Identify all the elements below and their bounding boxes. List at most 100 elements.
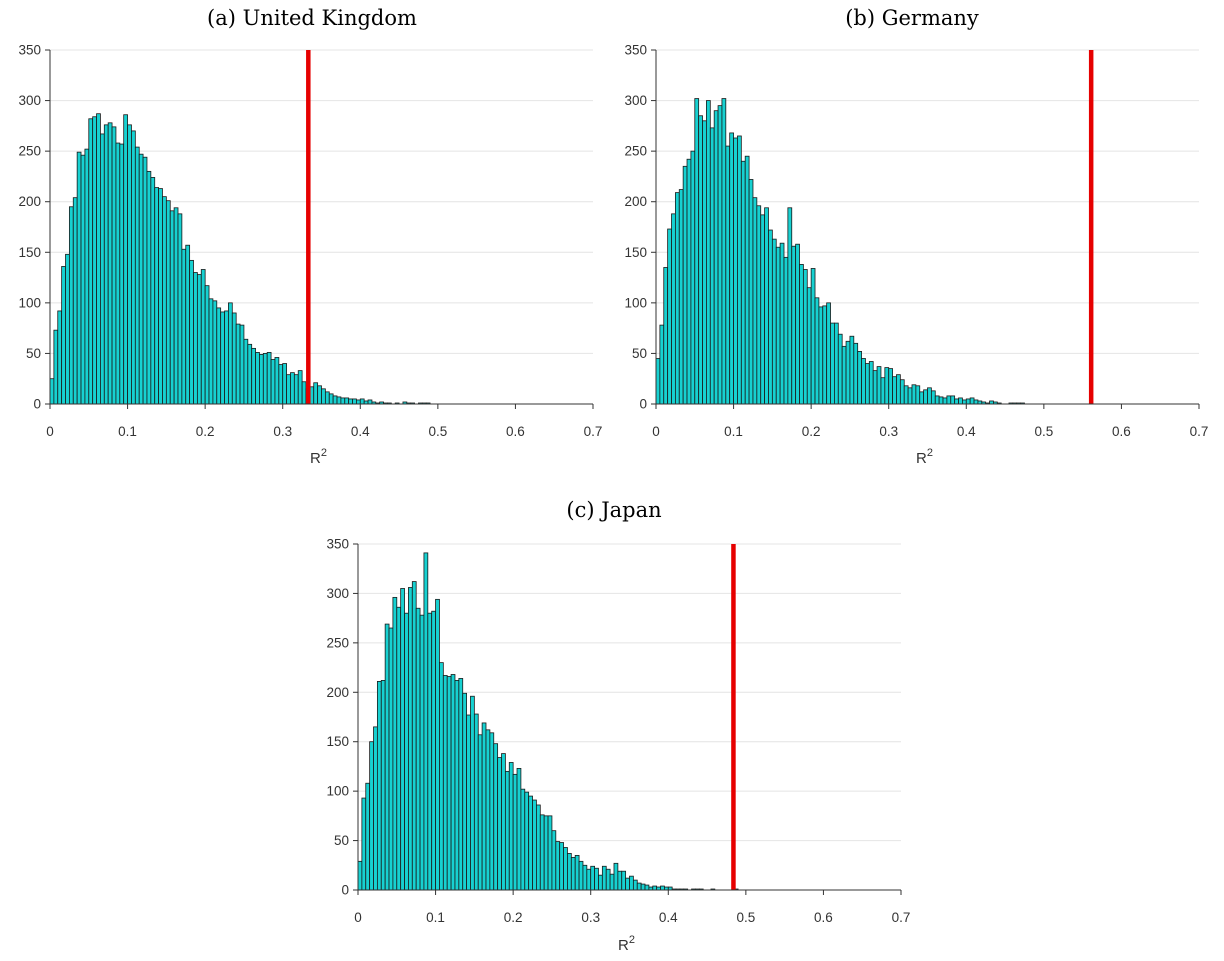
histogram-bar — [625, 877, 630, 891]
histogram-bar — [713, 110, 719, 405]
histogram-bar — [293, 374, 299, 405]
histogram-bar — [348, 398, 353, 405]
y-tick-label: 300 — [326, 586, 349, 601]
x-tick-label: 0.3 — [581, 910, 600, 925]
histogram-bar — [111, 126, 117, 405]
histogram-bar — [915, 385, 921, 405]
histogram-bar — [146, 170, 152, 405]
histogram-bar — [733, 137, 738, 405]
histogram-bar — [911, 384, 917, 405]
x-axis-label-superscript: 2 — [321, 447, 327, 459]
histogram-bar — [729, 132, 734, 405]
histogram-bar — [485, 729, 491, 891]
histogram-bar — [208, 298, 214, 405]
histogram-bar — [903, 385, 909, 405]
x-tick-label: 0.3 — [273, 424, 292, 439]
x-axis-label: R2 — [916, 447, 933, 467]
histogram-bar — [332, 395, 338, 405]
histogram-bar — [435, 598, 440, 891]
chart-title: (a) United Kingdom — [207, 6, 417, 30]
x-tick-label: 0 — [46, 424, 54, 439]
histogram-bar — [162, 196, 167, 405]
histogram-bar — [771, 238, 777, 405]
histogram-bar — [969, 397, 975, 405]
histogram-bar — [737, 135, 742, 405]
histogram-bar — [609, 873, 615, 891]
y-tick-label: 350 — [624, 43, 647, 58]
histogram-bar — [756, 205, 762, 405]
histogram-bar — [489, 732, 495, 891]
histogram-bar — [76, 151, 82, 405]
histogram-bar — [791, 245, 797, 405]
histogram-bar — [251, 347, 256, 405]
histogram-bar — [266, 352, 272, 405]
histogram-bar — [324, 391, 330, 405]
histogram-bar — [660, 885, 665, 891]
histogram-bar — [84, 148, 90, 405]
y-tick-label: 50 — [632, 346, 647, 361]
x-tick-label: 0.6 — [506, 424, 525, 439]
y-tick-label: 200 — [624, 194, 647, 209]
histogram-bar — [923, 389, 928, 405]
histogram-bar — [532, 799, 537, 891]
histogram-bar — [204, 285, 210, 405]
histogram-bar — [594, 867, 599, 891]
histogram-bar — [57, 310, 63, 405]
histogram-bar — [115, 142, 121, 405]
histogram-bar — [53, 329, 59, 405]
x-tick-label: 0.7 — [584, 424, 603, 439]
histogram-bar — [508, 762, 514, 891]
histogram-bar — [868, 361, 874, 405]
histogram-bar — [725, 145, 731, 405]
histogram-bar — [65, 253, 70, 405]
y-tick-label: 350 — [326, 537, 349, 552]
histogram-bar — [853, 342, 859, 405]
x-tick-label: 0.5 — [428, 424, 447, 439]
histogram-bar — [946, 395, 952, 405]
histogram-bar — [775, 246, 781, 405]
histogram-bar — [369, 741, 374, 891]
histogram-bar — [834, 322, 839, 405]
histogram-bar — [224, 310, 229, 405]
histogram-bar — [586, 868, 592, 891]
y-tick-label: 300 — [18, 93, 41, 108]
histogram-bar — [439, 662, 444, 891]
y-tick-label: 250 — [326, 635, 349, 650]
x-axis-label: R2 — [618, 934, 635, 954]
histogram-bar — [169, 210, 175, 405]
x-axis-label: R2 — [310, 447, 327, 467]
histogram-bar — [783, 256, 789, 405]
histogram-bar — [682, 165, 688, 405]
histogram-bar — [158, 188, 163, 405]
histogram-bar — [270, 359, 276, 405]
histogram-bar — [896, 374, 901, 405]
histogram-bar — [938, 396, 944, 405]
x-tick-label: 0.2 — [196, 424, 215, 439]
histogram-bar — [450, 674, 456, 891]
histogram-bar — [119, 143, 125, 405]
histogram-bar — [458, 678, 464, 891]
histogram-bar — [282, 363, 287, 405]
histogram-bar — [446, 676, 452, 891]
histogram-bar — [536, 804, 541, 891]
histogram-bar — [632, 879, 638, 891]
histogram-bar — [559, 842, 564, 891]
histogram-bar — [72, 197, 78, 405]
histogram-bar — [216, 307, 222, 405]
histogram-bar — [466, 714, 471, 891]
histogram-bar — [551, 830, 557, 891]
histogram-bar — [177, 213, 183, 405]
histogram-bar — [286, 374, 291, 405]
histogram-bar — [698, 115, 703, 405]
histogram-bar — [740, 160, 746, 405]
x-tick-label: 0 — [354, 910, 362, 925]
histogram-bar — [876, 366, 882, 405]
histogram-japan: (c) Japan 0 50 100 150 200 250 300 350 0 0.1 0.2 0.3… — [308, 490, 920, 961]
histogram-bar — [408, 587, 413, 891]
histogram-bar — [200, 269, 206, 405]
x-tick-label: 0.3 — [879, 424, 898, 439]
histogram-bar — [361, 797, 367, 891]
histogram-bar — [861, 358, 866, 405]
histogram-bar — [930, 390, 936, 405]
x-tick-label: 0.5 — [736, 910, 755, 925]
